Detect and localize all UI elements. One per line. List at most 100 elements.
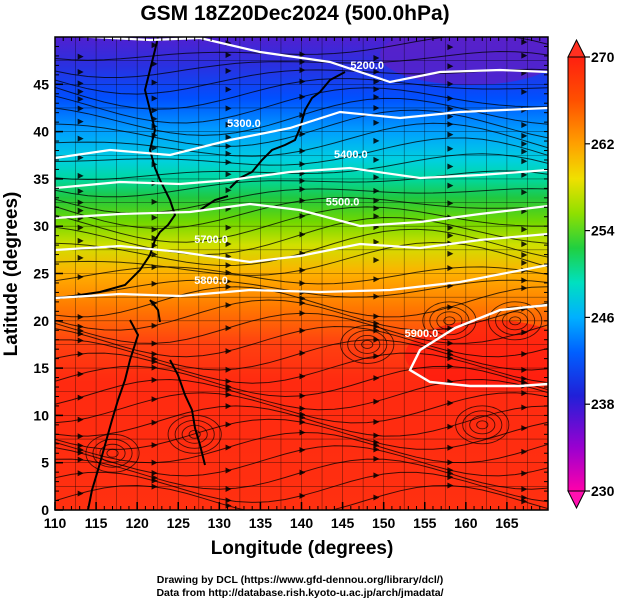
height-contours <box>55 37 548 388</box>
streamline-arrow <box>151 470 158 477</box>
streamline-arrow <box>299 177 306 184</box>
x-tick-label: 145 <box>331 515 355 531</box>
streamline-arrow <box>299 78 306 85</box>
y-tick-label: 15 <box>33 360 49 376</box>
x-tick-label: 115 <box>85 515 108 531</box>
streamline-arrow <box>151 396 158 403</box>
streamline-arrow <box>373 54 380 61</box>
streamline-arrow <box>77 273 84 280</box>
streamline-arrow <box>299 373 306 380</box>
x-tick-label: 150 <box>372 515 396 531</box>
streamline-arrow <box>77 456 84 463</box>
colorbar-tick-label: 270 <box>591 49 615 65</box>
streamline-arrow <box>77 188 84 195</box>
streamline-arrow <box>151 95 158 102</box>
streamline-arrow <box>299 67 306 74</box>
streamline-arrow <box>151 364 158 371</box>
contour-label: 5400.0 <box>334 149 368 161</box>
y-tick-label: 5 <box>41 455 49 471</box>
streamline-arrow <box>225 421 232 428</box>
streamline-arrow <box>77 490 84 497</box>
contour-label: 5500.0 <box>326 196 360 208</box>
streamline-arrow <box>77 80 84 87</box>
streamline-arrow <box>77 323 84 330</box>
streamline-arrow <box>77 207 84 214</box>
streamline-arrow <box>299 405 306 412</box>
colorbar-tick-label: 262 <box>591 136 615 152</box>
streamline-arrow <box>521 251 528 258</box>
colorbar-top-arrow <box>567 38 586 58</box>
streamline-arrow <box>151 351 158 358</box>
streamline-arrow <box>77 118 84 125</box>
streamline-arrow <box>77 350 84 357</box>
streamline-arrow <box>299 300 306 307</box>
streamline-arrow <box>447 444 454 451</box>
streamline-arrow <box>521 425 528 432</box>
streamline-arrow <box>77 88 84 95</box>
x-tick-label: 155 <box>413 515 437 531</box>
streamline-arrow <box>225 283 232 290</box>
streamline-arrow <box>299 350 306 357</box>
streamline-arrow <box>521 158 528 165</box>
streamline-arrow <box>299 469 306 476</box>
streamline-arrow <box>521 486 528 493</box>
streamline-arrow <box>299 131 306 138</box>
streamline-arrow <box>521 88 528 95</box>
streamline-arrow <box>225 240 232 247</box>
vortex-ring <box>85 433 140 473</box>
streamline-arrow <box>299 392 306 399</box>
streamline-arrow <box>373 78 380 85</box>
y-tick-label: 30 <box>33 218 49 234</box>
streamline-arrow <box>521 470 528 477</box>
lat-lon-grid <box>55 37 548 510</box>
streamline-arrow <box>373 187 380 194</box>
x-tick-label: 165 <box>495 515 519 531</box>
streamline-arrow <box>447 63 454 70</box>
streamline-arrow <box>521 140 528 147</box>
streamline-arrow <box>77 135 84 142</box>
streamline-arrow <box>373 197 380 204</box>
streamline-arrow <box>373 68 380 75</box>
y-tick-label: 0 <box>41 502 49 518</box>
streamline-arrow <box>521 404 528 411</box>
streamline-arrow <box>299 93 306 100</box>
streamline-arrow <box>447 95 454 102</box>
streamline-arrow <box>225 67 232 74</box>
y-tick-label: 10 <box>33 407 49 423</box>
streamline-arrow <box>151 442 158 449</box>
x-tick-label: 135 <box>249 515 273 531</box>
streamline-arrow <box>521 277 528 284</box>
streamline-arrow <box>521 375 528 382</box>
streamline-arrow <box>521 148 528 155</box>
streamline-arrow <box>77 96 84 103</box>
streamline-arrow <box>521 259 528 266</box>
streamline-arrow <box>447 200 454 207</box>
streamline-arrow <box>77 337 84 344</box>
streamline-arrow <box>77 314 84 321</box>
streamline-arrow <box>447 131 454 138</box>
streamline-arrow <box>77 53 84 60</box>
colorbar-tick-label: 254 <box>591 223 615 239</box>
streamline-arrow <box>373 418 380 425</box>
x-tick-label: 130 <box>208 515 232 531</box>
streamline-arrow <box>225 86 232 93</box>
streamline-arrow <box>77 433 84 440</box>
streamline-arrow <box>77 237 84 244</box>
streamline-arrow <box>299 310 306 317</box>
streamline-arrow <box>225 105 232 112</box>
streamline-arrow <box>77 327 84 334</box>
streamline-arrow <box>373 398 380 405</box>
streamline-arrow <box>299 280 306 287</box>
colorbar: 270 262 254 246 238 230 <box>567 38 615 510</box>
streamline-arrow <box>299 327 306 334</box>
streamline-arrow <box>151 355 158 362</box>
streamline-arrow <box>225 278 232 285</box>
y-tick-label: 25 <box>33 266 49 282</box>
streamline-arrow <box>225 52 232 59</box>
streamline-arrow <box>299 411 306 418</box>
streamline-arrow <box>151 474 158 481</box>
streamline-arrow <box>373 94 380 101</box>
streamline-arrow <box>299 429 306 436</box>
streamline-arrow <box>225 348 232 355</box>
